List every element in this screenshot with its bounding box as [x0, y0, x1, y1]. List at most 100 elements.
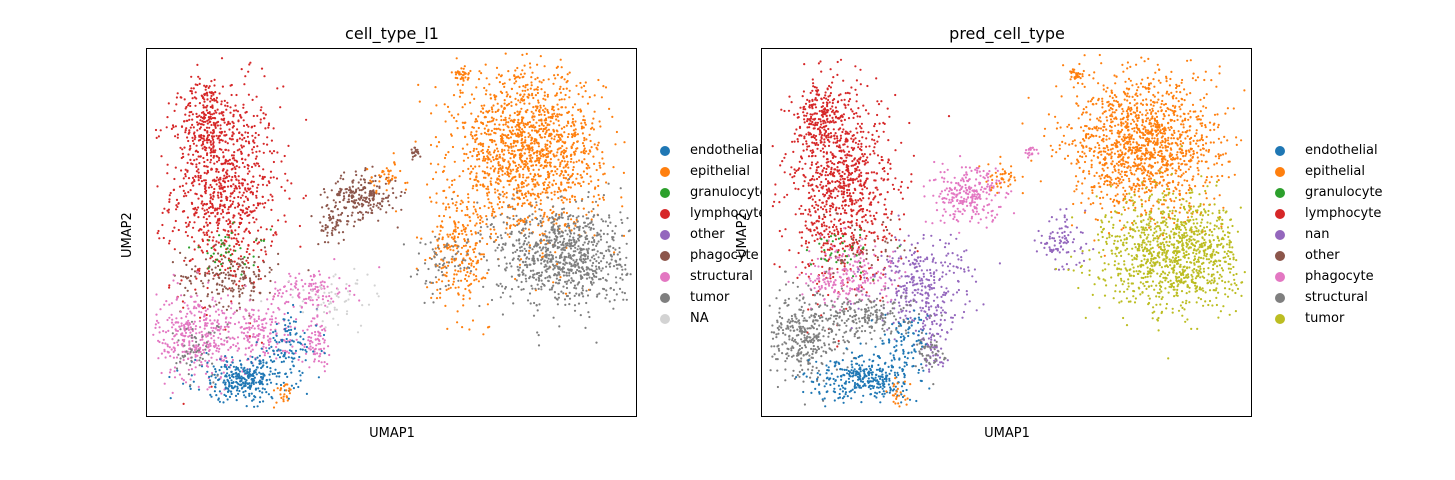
- cell-point: [217, 350, 220, 353]
- cell-point: [284, 172, 287, 175]
- cell-point: [229, 248, 232, 251]
- cell-point: [180, 343, 183, 346]
- cell-point: [562, 87, 565, 91]
- cell-point: [333, 228, 336, 231]
- cell-point: [198, 114, 201, 117]
- cell-point: [333, 258, 336, 261]
- cell-point: [274, 287, 277, 290]
- cell-point: [210, 94, 213, 98]
- cell-point: [245, 405, 248, 408]
- cell-point: [516, 92, 519, 95]
- cell-point: [451, 145, 455, 149]
- cell-point: [167, 351, 170, 354]
- cell-point: [279, 106, 282, 109]
- cell-point: [210, 246, 213, 250]
- cell-point: [230, 300, 233, 303]
- cell-point: [172, 188, 175, 192]
- cell-point: [507, 160, 510, 163]
- cell-point: [231, 120, 234, 123]
- cell-point: [266, 143, 269, 146]
- cell-point: [265, 312, 268, 315]
- cell-point: [556, 73, 559, 76]
- cell-point: [403, 191, 406, 194]
- cell-point: [471, 260, 475, 263]
- cell-point: [302, 197, 305, 200]
- cell-point: [461, 147, 464, 150]
- cell-point: [275, 177, 279, 180]
- cell-point: [444, 304, 447, 307]
- cell-point: [253, 124, 256, 128]
- cell-point: [197, 197, 200, 200]
- cell-point: [257, 268, 260, 271]
- cell-point: [237, 321, 240, 324]
- cell-point: [544, 121, 547, 124]
- cell-point: [504, 243, 507, 246]
- cell-point: [181, 350, 184, 353]
- cell-point: [246, 183, 249, 186]
- cell-point: [197, 216, 200, 219]
- cell-point: [197, 229, 200, 232]
- cell-point: [572, 151, 576, 154]
- cell-point: [224, 386, 227, 389]
- cell-point: [180, 377, 184, 380]
- cell-point: [462, 127, 465, 130]
- cell-point: [524, 141, 527, 144]
- cell-point: [322, 333, 326, 337]
- cell-point: [206, 343, 209, 346]
- cell-point: [535, 129, 538, 132]
- cell-point: [492, 117, 495, 120]
- cell-point: [510, 104, 513, 107]
- cell-point: [563, 78, 566, 81]
- cell-point: [508, 163, 511, 167]
- cell-point: [246, 336, 249, 339]
- cell-point: [292, 303, 295, 307]
- cell-point: [543, 187, 546, 190]
- cell-point: [242, 191, 245, 194]
- cell-point: [242, 315, 245, 318]
- cell-point: [215, 349, 218, 352]
- cell-point: [216, 219, 219, 222]
- cluster-epithelial: [415, 170, 498, 336]
- cell-point: [481, 107, 484, 110]
- cell-point: [238, 203, 241, 207]
- cell-point: [248, 341, 251, 344]
- cell-point: [209, 393, 212, 396]
- cell-point: [497, 170, 500, 173]
- cell-point: [219, 358, 222, 361]
- cell-point: [595, 265, 598, 268]
- cell-point: [230, 185, 233, 188]
- cell-point: [531, 146, 534, 149]
- cell-point: [206, 141, 209, 144]
- cell-point: [214, 122, 217, 125]
- cell-point: [298, 355, 301, 359]
- cell-point: [566, 79, 569, 83]
- cell-point: [533, 140, 536, 143]
- cell-point: [439, 225, 442, 228]
- cell-point: [258, 390, 261, 393]
- cell-point: [252, 139, 255, 142]
- cell-point: [230, 168, 233, 171]
- cell-point: [552, 179, 555, 182]
- cell-point: [266, 335, 269, 338]
- cell-point: [522, 145, 525, 148]
- cell-point: [234, 167, 237, 171]
- cell-point: [557, 227, 560, 230]
- cell-point: [504, 116, 507, 119]
- cell-point: [220, 103, 223, 106]
- cell-point: [271, 397, 274, 400]
- cell-point: [209, 151, 212, 154]
- cell-point: [500, 237, 503, 240]
- cell-point: [232, 214, 235, 217]
- cell-point: [528, 214, 531, 217]
- cell-point: [530, 110, 533, 113]
- cell-point: [449, 233, 452, 236]
- cell-point: [497, 127, 500, 130]
- cell-point: [490, 160, 493, 163]
- cell-point: [202, 315, 206, 318]
- cell-point: [372, 205, 375, 208]
- cell-point: [235, 389, 239, 392]
- cell-point: [244, 381, 247, 384]
- cell-point: [189, 387, 192, 390]
- cell-point: [298, 224, 301, 228]
- cell-point: [229, 106, 232, 109]
